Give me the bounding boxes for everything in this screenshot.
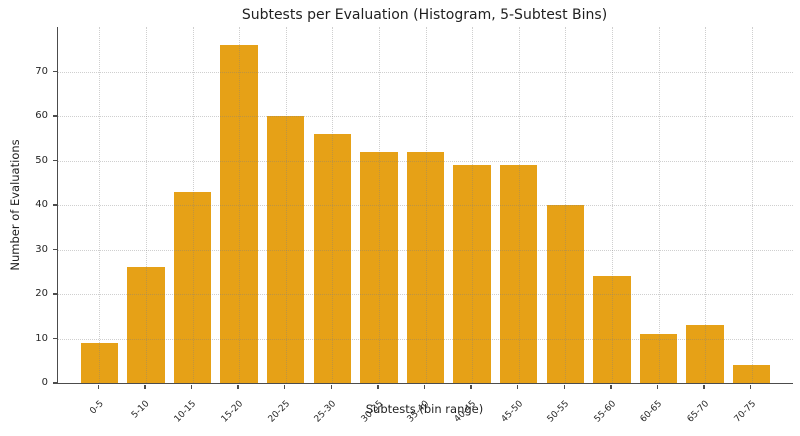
x-tick [97,384,99,389]
x-grid-line [658,27,660,383]
bar [733,365,771,383]
bar [593,276,631,383]
y-tick [53,70,57,73]
bar [313,133,351,383]
x-tick [563,384,565,389]
y-tick-label: 30 [35,243,48,255]
y-tick [53,115,57,117]
bar [500,164,538,383]
x-tick [190,384,193,389]
bar [127,267,165,383]
y-tick [53,337,57,340]
x-tick [517,384,519,389]
x-tick [750,384,752,389]
x-tick [284,384,286,389]
x-grid-line [99,27,101,383]
plot-area [57,27,793,384]
y-tick-label: 0 [41,377,48,388]
x-tick-label-box: 70-75 [671,391,758,425]
y-tick-label: 70 [35,65,48,77]
y-tick-label: 20 [35,288,48,299]
y-grid-line [58,116,793,117]
bar [453,164,491,383]
x-tick [423,384,426,389]
x-tick [330,384,332,389]
y-grid-line [58,71,793,73]
x-tick [237,384,239,389]
bar [406,151,445,383]
y-tick-label: 50 [35,154,48,166]
x-tick [470,384,472,389]
y-tick [53,159,57,162]
x-tick [377,384,379,389]
bar [173,191,212,383]
bar [639,334,678,383]
x-grid-line [751,27,753,383]
x-tick [656,384,659,389]
y-tick-label: 10 [35,332,48,344]
chart-title: Subtests per Evaluation (Histogram, 5-Su… [241,7,608,23]
y-tick [53,382,57,384]
bar [80,342,118,383]
y-tick [53,293,57,295]
x-tick [610,384,612,389]
bar [546,205,584,383]
bar [686,325,724,383]
x-tick [144,384,146,389]
bar [220,44,258,383]
y-tick-label: 60 [35,110,48,121]
x-axis-label: Subtests (bin range) [365,402,484,416]
y-tick [53,204,57,206]
y-tick-label: 40 [35,199,48,210]
x-tick [703,384,705,389]
bar [360,151,398,383]
bar [267,116,305,383]
y-tick [53,248,57,251]
